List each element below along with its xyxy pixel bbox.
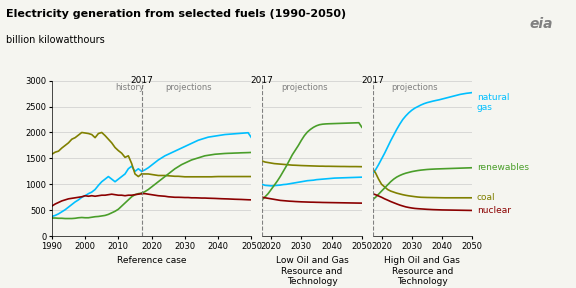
Text: 2017: 2017 xyxy=(361,76,384,85)
Text: eia: eia xyxy=(530,17,553,31)
Text: billion kilowatthours: billion kilowatthours xyxy=(6,35,104,45)
Text: 2017: 2017 xyxy=(251,76,274,85)
X-axis label: Low Oil and Gas
Resource and
Technology: Low Oil and Gas Resource and Technology xyxy=(275,256,348,286)
X-axis label: High Oil and Gas
Resource and
Technology: High Oil and Gas Resource and Technology xyxy=(385,256,460,286)
Text: Electricity generation from selected fuels (1990-2050): Electricity generation from selected fue… xyxy=(6,9,346,19)
Text: projections: projections xyxy=(281,83,328,92)
Text: history: history xyxy=(116,83,145,92)
Text: projections: projections xyxy=(392,83,438,92)
Text: 2017: 2017 xyxy=(130,76,153,85)
Text: renewables: renewables xyxy=(477,163,529,172)
Text: coal: coal xyxy=(477,193,495,202)
Text: projections: projections xyxy=(165,83,211,92)
Text: nuclear: nuclear xyxy=(477,206,511,215)
Text: natural
gas: natural gas xyxy=(477,92,509,112)
X-axis label: Reference case: Reference case xyxy=(117,256,187,265)
